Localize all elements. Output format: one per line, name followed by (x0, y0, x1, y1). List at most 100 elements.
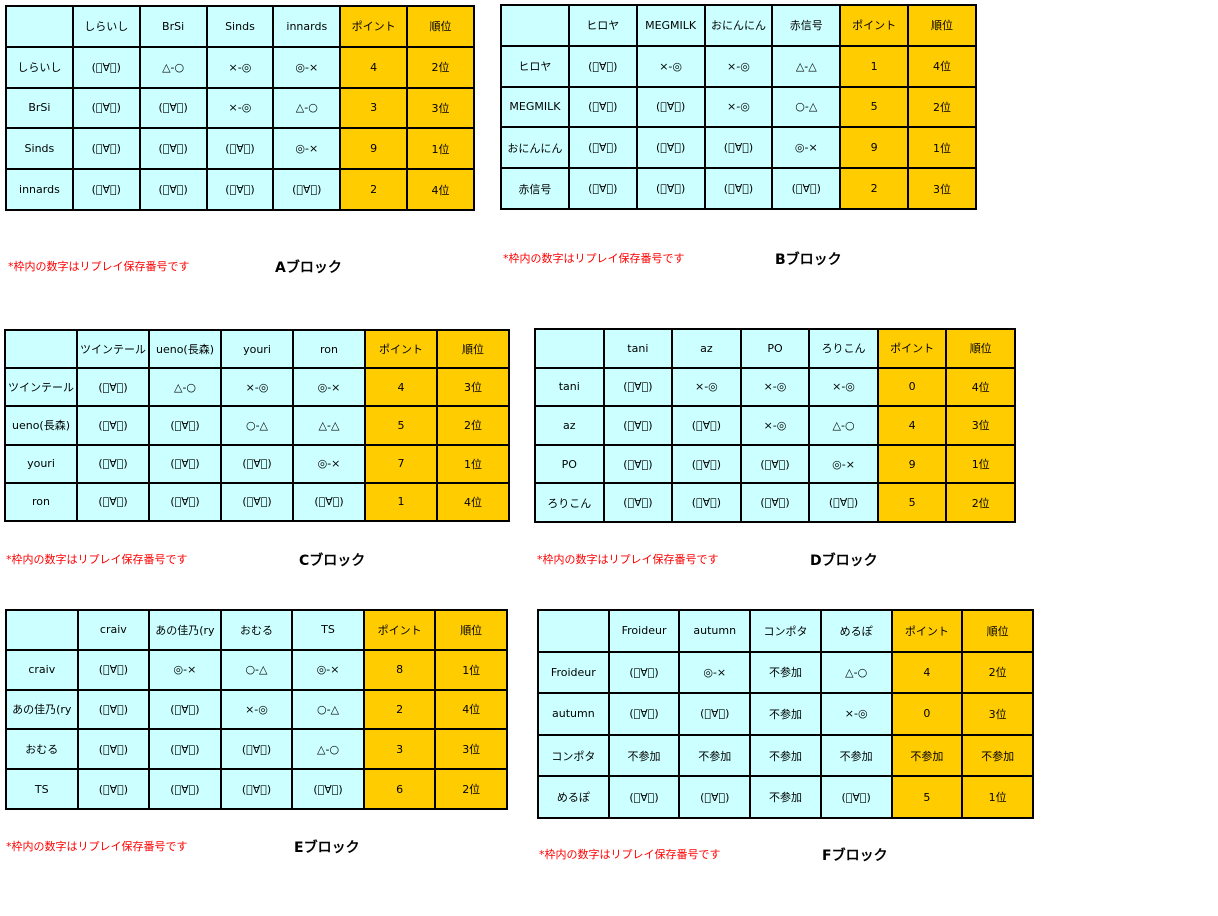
block-e-table-wrap: craiv あの佳乃(ry おむる TS ポイント 順位 craiv (゚∀゚)… (5, 609, 508, 810)
row-header-player: おにんにん (500, 126, 570, 170)
points-cell: 1 (364, 481, 438, 523)
replay-note: *枠内の数字はリプレイ保存番号です (503, 252, 685, 265)
match-result-cell: (゚∀゚) (148, 688, 222, 731)
rank-cell: 2位 (961, 650, 1034, 695)
rank-cell: 2位 (406, 45, 475, 89)
rank-cell: 4位 (434, 688, 508, 731)
match-result-cell: (゚∀゚) (272, 168, 342, 211)
match-result-cell: △-△ (292, 405, 366, 446)
match-result-cell: △-○ (138, 45, 208, 89)
match-result-cell: (゚∀゚) (567, 126, 638, 170)
row-header-player: Froideur (537, 650, 610, 695)
header-row: しらいし BrSi Sinds innards ポイント 順位 (5, 5, 475, 48)
points-cell: 1 (839, 44, 910, 88)
points-cell: 4 (339, 45, 409, 89)
match-result-cell: 不参加 (749, 733, 822, 778)
column-header-points: ポイント (839, 4, 910, 47)
table-row: youri (゚∀゚) (゚∀゚) (゚∀゚) ◎-× 7 1位 (4, 443, 510, 484)
column-header-player: 赤信号 (771, 4, 842, 47)
rank-cell: 1位 (436, 443, 510, 484)
corner-cell (500, 4, 570, 47)
points-cell: 4 (364, 367, 438, 408)
rank-cell: 3位 (436, 367, 510, 408)
match-result-cell: (゚∀゚) (567, 44, 638, 88)
match-result-cell: △-○ (291, 728, 365, 771)
match-result-cell: (゚∀゚) (671, 482, 742, 523)
replay-note: *枠内の数字はリプレイ保存番号です (539, 848, 721, 861)
match-result-cell: (゚∀゚) (205, 127, 275, 171)
column-header-player: autumn (678, 609, 752, 653)
column-header-points: ポイント (890, 609, 964, 653)
column-header-player: craiv (76, 609, 151, 651)
table-row: MEGMILK (゚∀゚) (゚∀゚) ×-◎ ○-△ 5 2位 (500, 85, 977, 129)
column-header-rank: 順位 (406, 5, 475, 48)
row-header-player: しらいし (5, 45, 74, 89)
match-result-cell: (゚∀゚) (148, 405, 222, 446)
points-cell: 5 (890, 775, 964, 819)
block-label: Aブロック (275, 260, 342, 276)
match-result-cell: (゚∀゚) (71, 45, 141, 89)
match-result-cell: (゚∀゚) (678, 692, 752, 736)
match-result-cell: 不参加 (749, 650, 822, 695)
match-result-cell: (゚∀゚) (703, 167, 774, 210)
row-header-player: BrSi (5, 86, 74, 130)
match-result-cell: ◎-× (678, 650, 752, 695)
rank-cell: 3位 (945, 405, 1016, 446)
match-result-cell: (゚∀゚) (771, 167, 842, 210)
match-result-cell: (゚∀゚) (76, 481, 150, 523)
row-header-player: MEGMILK (500, 85, 570, 129)
match-result-cell: ◎-× (771, 126, 842, 170)
match-result-cell: (゚∀゚) (567, 85, 638, 129)
table-row: BrSi (゚∀゚) (゚∀゚) ×-◎ △-○ 3 3位 (5, 86, 475, 130)
column-header-points: ポイント (339, 5, 409, 48)
row-header-player: Sinds (5, 127, 74, 171)
row-header-player: ツインテール (4, 367, 78, 408)
header-row: Froideur autumn コンポタ めるぽ ポイント 順位 (537, 609, 1034, 653)
table-row: Sinds (゚∀゚) (゚∀゚) (゚∀゚) ◎-× 9 1位 (5, 127, 475, 171)
table-row: しらいし (゚∀゚) △-○ ×-◎ ◎-× 4 2位 (5, 45, 475, 89)
match-result-cell: ◎-× (808, 443, 879, 485)
column-header-player: おにんにん (703, 4, 774, 47)
block-b-table-wrap: ヒロヤ MEGMILK おにんにん 赤信号 ポイント 順位 ヒロヤ (゚∀゚) … (500, 4, 977, 210)
points-cell: 0 (876, 366, 948, 408)
points-cell: 5 (364, 405, 438, 446)
column-header-player: az (671, 328, 742, 369)
match-result-cell: (゚∀゚) (76, 728, 151, 771)
table-row: あの佳乃(ry (゚∀゚) (゚∀゚) ×-◎ ○-△ 2 4位 (5, 688, 508, 731)
block-b-table: ヒロヤ MEGMILK おにんにん 赤信号 ポイント 順位 ヒロヤ (゚∀゚) … (500, 4, 977, 210)
row-header-player: めるぽ (537, 775, 610, 819)
corner-cell (534, 328, 605, 369)
match-result-cell: ○-△ (220, 405, 294, 446)
match-result-cell: (゚∀゚) (148, 728, 222, 771)
match-result-cell: (゚∀゚) (76, 405, 150, 446)
points-cell: 6 (362, 768, 437, 810)
column-header-rank: 順位 (945, 328, 1016, 369)
rank-cell: 不参加 (961, 733, 1034, 778)
match-result-cell: (゚∀゚) (76, 648, 151, 691)
row-header-player: あの佳乃(ry (5, 688, 79, 731)
match-result-cell: (゚∀゚) (635, 85, 706, 129)
column-header-player: Froideur (607, 609, 681, 653)
match-result-cell: ×-◎ (819, 692, 893, 736)
corner-cell (537, 609, 610, 653)
points-cell: 2 (839, 167, 910, 210)
replay-note: *枠内の数字はリプレイ保存番号です (6, 553, 188, 566)
match-result-cell: (゚∀゚) (607, 775, 681, 819)
column-header-player: おむる (219, 609, 294, 651)
match-result-cell: (゚∀゚) (220, 481, 294, 523)
corner-cell (5, 5, 74, 48)
match-result-cell: ◎-× (148, 648, 222, 691)
match-result-cell: ◎-× (272, 45, 342, 89)
rank-cell: 1位 (945, 443, 1016, 485)
block-a-table: しらいし BrSi Sinds innards ポイント 順位 しらいし (゚∀… (5, 5, 475, 211)
match-result-cell: (゚∀゚) (76, 367, 150, 408)
match-result-cell: ×-◎ (635, 44, 706, 88)
rank-cell: 3位 (961, 692, 1034, 736)
header-row: ヒロヤ MEGMILK おにんにん 赤信号 ポイント 順位 (500, 4, 977, 47)
match-result-cell: ◎-× (272, 127, 342, 171)
rank-cell: 2位 (945, 482, 1016, 523)
match-result-cell: (゚∀゚) (678, 775, 752, 819)
rank-cell: 1位 (406, 127, 475, 171)
column-header-player: ron (292, 328, 366, 370)
match-result-cell: (゚∀゚) (205, 168, 275, 211)
